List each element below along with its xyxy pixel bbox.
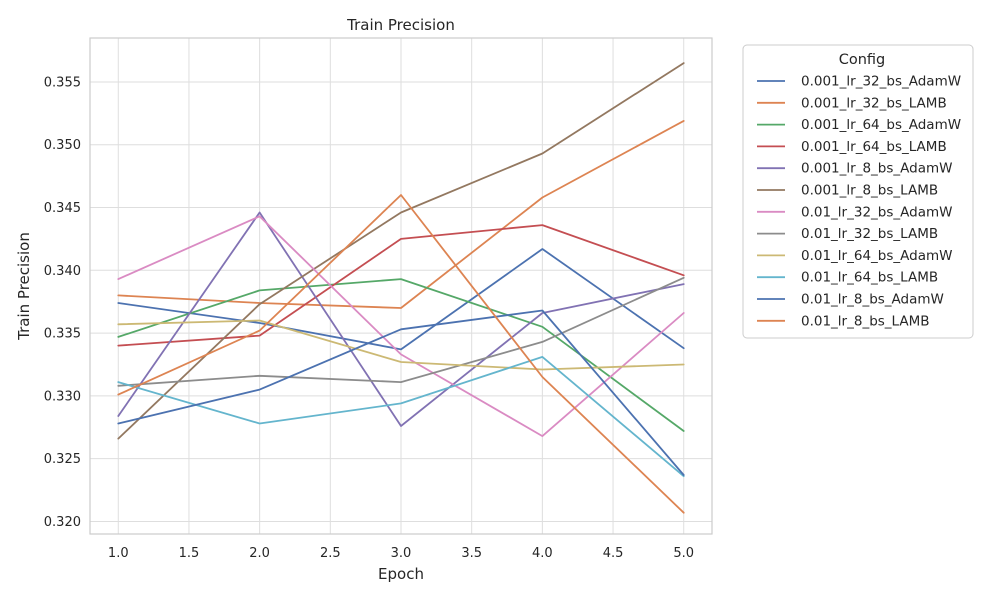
x-tick-label: 4.0 bbox=[532, 546, 553, 561]
legend-entry: 0.001_lr_64_bs_LAMB bbox=[757, 139, 947, 155]
legend-entry: 0.001_lr_8_bs_LAMB bbox=[757, 183, 938, 199]
y-tick-label: 0.350 bbox=[44, 138, 81, 153]
y-tick-label: 0.340 bbox=[44, 264, 81, 279]
x-tick-label: 5.0 bbox=[673, 546, 694, 561]
legend-label: 0.001_lr_8_bs_AdamW bbox=[801, 161, 952, 177]
series-line-6 bbox=[117, 62, 685, 440]
chart-title: Train Precision bbox=[346, 16, 455, 34]
plot-area bbox=[89, 37, 713, 535]
legend-entry: 0.01_lr_8_bs_AdamW bbox=[757, 292, 944, 308]
legend-entry: 0.001_lr_8_bs_AdamW bbox=[757, 161, 952, 177]
legend-label: 0.001_lr_64_bs_LAMB bbox=[801, 139, 947, 155]
series-line-10 bbox=[117, 355, 685, 478]
series-line-2 bbox=[117, 120, 685, 309]
series-line-9 bbox=[117, 319, 685, 371]
legend-label: 0.01_lr_32_bs_LAMB bbox=[801, 226, 938, 242]
x-tick-label: 1.0 bbox=[108, 546, 129, 561]
series-line-7 bbox=[117, 215, 685, 438]
x-tick-label: 3.0 bbox=[391, 546, 412, 561]
series-line-4 bbox=[117, 224, 685, 347]
series-line-1 bbox=[117, 248, 685, 351]
legend-label: 0.01_lr_64_bs_LAMB bbox=[801, 270, 938, 286]
series-line-5 bbox=[117, 211, 685, 427]
legend-entry: 0.01_lr_32_bs_LAMB bbox=[757, 226, 938, 242]
legend-label: 0.001_lr_32_bs_LAMB bbox=[801, 95, 947, 111]
x-tick-label: 3.5 bbox=[461, 546, 482, 561]
legend-label: 0.01_lr_32_bs_AdamW bbox=[801, 204, 952, 220]
legend-label: 0.01_lr_8_bs_AdamW bbox=[801, 292, 944, 308]
y-tick-label: 0.335 bbox=[44, 327, 81, 342]
legend-label: 0.01_lr_8_bs_LAMB bbox=[801, 313, 930, 329]
x-tick-label: 1.5 bbox=[179, 546, 200, 561]
x-tick-label: 2.5 bbox=[320, 546, 341, 561]
legend-items: 0.001_lr_32_bs_AdamW 0.001_lr_32_bs_LAMB 0… bbox=[757, 74, 961, 329]
legend-entry: 0.01_lr_64_bs_AdamW bbox=[757, 248, 952, 264]
y-axis-label: Train Precision bbox=[15, 232, 33, 341]
legend-entry: 0.01_lr_64_bs_LAMB bbox=[757, 270, 938, 286]
series-line-8 bbox=[117, 276, 685, 387]
legend-title: Config bbox=[839, 52, 886, 68]
x-tick-label: 2.0 bbox=[249, 546, 270, 561]
legend-entry: 0.01_lr_32_bs_AdamW bbox=[757, 204, 952, 220]
y-tick-label: 0.330 bbox=[44, 389, 81, 404]
series-line-12 bbox=[117, 194, 685, 514]
y-axis-ticks: 0.320 0.325 0.330 0.335 0.340 0.345 0.350 0.355 bbox=[44, 75, 81, 529]
legend-entry: 0.001_lr_64_bs_AdamW bbox=[757, 117, 961, 133]
series-line-3 bbox=[117, 278, 685, 432]
x-axis-label: Epoch bbox=[378, 565, 424, 583]
y-tick-label: 0.325 bbox=[44, 452, 81, 467]
series-lines bbox=[117, 62, 685, 514]
y-tick-label: 0.320 bbox=[44, 515, 81, 530]
legend-label: 0.001_lr_64_bs_AdamW bbox=[801, 117, 961, 133]
legend-label: 0.001_lr_8_bs_LAMB bbox=[801, 183, 938, 199]
y-tick-label: 0.345 bbox=[44, 201, 81, 216]
legend: Config 0.001_lr_32_bs_AdamW0.001_lr_32_b… bbox=[742, 44, 974, 339]
y-tick-label: 0.355 bbox=[44, 75, 81, 90]
legend-entry: 0.001_lr_32_bs_AdamW bbox=[757, 74, 961, 90]
legend-frame bbox=[742, 44, 974, 339]
legend-label: 0.01_lr_64_bs_AdamW bbox=[801, 248, 952, 264]
series-line-11 bbox=[117, 309, 685, 476]
legend-label: 0.001_lr_32_bs_AdamW bbox=[801, 74, 961, 90]
legend-entry: 0.01_lr_8_bs_LAMB bbox=[757, 313, 930, 329]
legend-entry: 0.001_lr_32_bs_LAMB bbox=[757, 95, 947, 111]
x-axis-ticks: 1.0 1.5 2.0 2.5 3.0 3.5 4.0 4.5 5.0 bbox=[108, 546, 694, 561]
x-tick-label: 4.5 bbox=[603, 546, 624, 561]
